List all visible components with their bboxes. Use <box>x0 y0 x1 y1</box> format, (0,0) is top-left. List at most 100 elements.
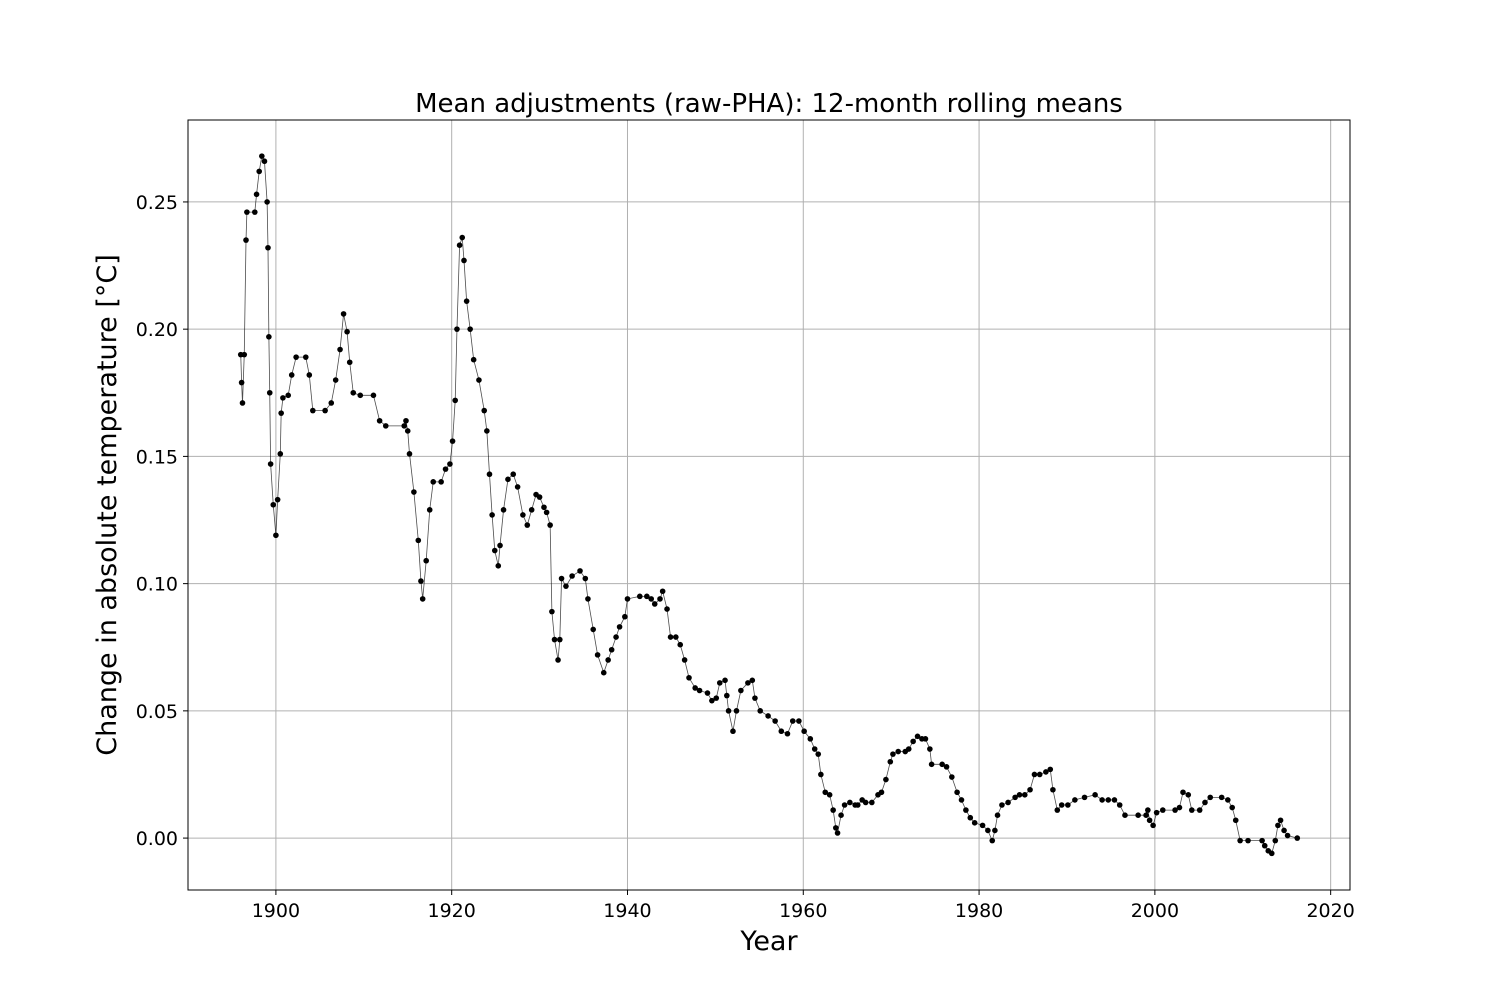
data-point <box>1172 807 1178 813</box>
data-point <box>253 191 260 198</box>
data-point <box>716 680 723 686</box>
data-point <box>418 578 424 584</box>
data-point <box>302 354 309 360</box>
data-point <box>1176 804 1183 811</box>
data-point <box>293 354 299 360</box>
data-point <box>1116 802 1123 808</box>
data-point <box>887 758 894 765</box>
data-point <box>958 797 965 803</box>
data-point <box>238 379 245 386</box>
data-point <box>489 512 495 518</box>
data-point <box>449 438 456 444</box>
data-point <box>577 568 583 574</box>
data-point <box>1207 794 1214 801</box>
data-point <box>264 199 270 205</box>
data-point <box>270 501 277 508</box>
data-point <box>310 407 316 414</box>
data-point <box>285 392 292 399</box>
data-point <box>340 311 347 317</box>
data-point <box>491 547 498 554</box>
data-point <box>826 792 833 798</box>
data-point <box>442 466 449 472</box>
data-point <box>954 789 960 796</box>
x-axis-label: Year <box>739 926 798 957</box>
data-point <box>1153 809 1160 816</box>
data-point <box>1145 807 1151 813</box>
data-point <box>1237 837 1243 844</box>
data-point <box>411 489 417 495</box>
data-point <box>1092 792 1098 798</box>
data-point <box>243 237 249 243</box>
data-point <box>838 812 844 818</box>
x-tick-label: 2000 <box>1131 900 1179 922</box>
y-tick-label: 0.25 <box>136 192 178 214</box>
data-point <box>994 812 1001 818</box>
data-point <box>608 646 615 653</box>
data-point <box>241 351 248 358</box>
data-point <box>644 593 650 600</box>
grid <box>188 120 1350 890</box>
data-point <box>613 634 619 640</box>
data-point <box>322 407 328 414</box>
data-point <box>261 158 268 165</box>
data-point <box>616 624 623 630</box>
data-point <box>1027 786 1033 793</box>
data-point <box>784 730 791 737</box>
data-point <box>332 377 339 383</box>
y-tick-label: 0.00 <box>136 828 178 850</box>
data-point <box>704 690 711 696</box>
data-point <box>524 522 531 528</box>
data-point <box>278 410 284 416</box>
data-point <box>818 771 824 778</box>
data-point <box>259 153 265 159</box>
data-point <box>922 736 929 742</box>
data-point <box>454 326 460 332</box>
data-point <box>1281 827 1287 834</box>
data-point <box>1259 837 1265 844</box>
data-point <box>1188 807 1195 813</box>
data-point <box>1081 794 1088 801</box>
data-point <box>738 687 744 694</box>
data-point <box>406 451 413 457</box>
data-point <box>992 827 998 834</box>
data-point <box>350 389 357 396</box>
data-point <box>878 789 885 796</box>
data-point <box>895 748 902 755</box>
data-point <box>1111 797 1118 803</box>
data-point <box>459 234 466 241</box>
data-point <box>486 471 493 478</box>
data-point <box>724 692 730 699</box>
data-point <box>696 687 703 694</box>
data-point <box>528 507 535 513</box>
data-point <box>939 761 945 768</box>
data-point <box>1005 799 1011 806</box>
data-point <box>811 746 818 752</box>
data-point <box>1159 807 1166 813</box>
data-point <box>346 359 353 366</box>
data-point <box>1012 794 1018 801</box>
x-tick-label: 2020 <box>1306 900 1354 922</box>
data-point <box>452 397 459 404</box>
data-point <box>376 417 383 424</box>
data-point <box>677 641 684 648</box>
data-point <box>664 606 670 612</box>
data-point <box>905 746 912 752</box>
data-point <box>1143 812 1149 818</box>
data-point <box>943 764 950 770</box>
data-point <box>963 807 969 813</box>
data-point <box>357 392 364 399</box>
data-point <box>600 669 607 676</box>
data-point <box>1185 792 1192 798</box>
data-point <box>636 593 643 600</box>
data-point <box>869 799 875 806</box>
data-point <box>1122 812 1128 818</box>
data-point <box>1150 822 1156 829</box>
data-point <box>971 820 978 826</box>
data-point <box>277 451 284 457</box>
y-tick-label: 0.10 <box>136 574 178 596</box>
data-point <box>713 695 720 701</box>
data-point <box>841 802 848 808</box>
data-point <box>657 596 663 602</box>
data-point <box>415 537 422 544</box>
